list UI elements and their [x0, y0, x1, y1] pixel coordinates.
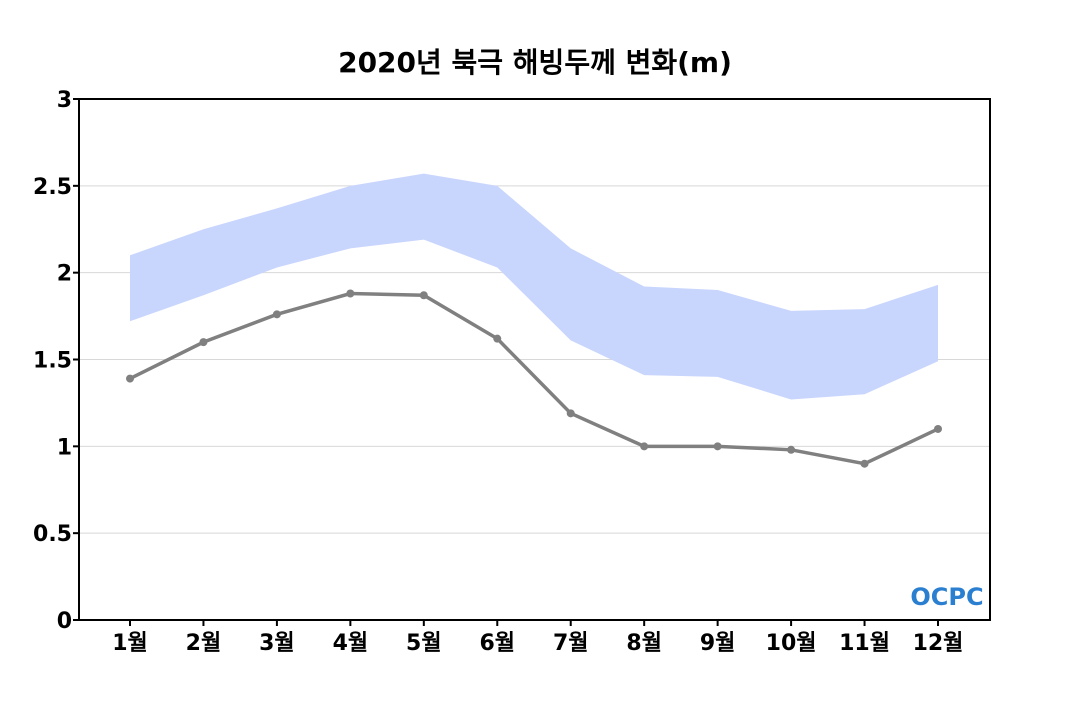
series-line — [129, 291, 939, 466]
data-point — [934, 424, 942, 433]
x-tick-label: 3월 — [259, 631, 295, 656]
x-tick-label: 10월 — [766, 631, 817, 656]
svg-text:OCPC: OCPC — [910, 583, 983, 611]
data-point — [566, 409, 575, 418]
data-point — [419, 291, 428, 300]
x-tick-label: 4월 — [333, 631, 369, 656]
ocpc-logo: OCPC — [910, 583, 983, 611]
y-tick-label: 2.5 — [33, 175, 72, 200]
data-point — [640, 442, 649, 451]
data-point — [493, 334, 502, 343]
x-tick-label: 7월 — [553, 631, 589, 656]
x-tick-label: 12월 — [913, 631, 964, 656]
y-tick-label: 1 — [57, 435, 72, 460]
x-tick-label: 1월 — [112, 631, 148, 656]
range-band — [130, 173, 938, 400]
x-tick-label: 6월 — [479, 631, 515, 656]
y-tick-label: 0.5 — [33, 522, 72, 547]
data-point — [346, 289, 355, 298]
data-point — [126, 374, 134, 383]
y-tick-label: 1.5 — [33, 349, 72, 374]
chart-title: 2020년 북극 해빙두께 변화(m) — [338, 46, 732, 79]
x-tick-label: 5월 — [406, 631, 442, 656]
x-tick-label: 11월 — [839, 631, 890, 656]
data-point — [199, 338, 208, 347]
x-tick-label: 2월 — [186, 631, 222, 656]
data-point — [787, 445, 796, 454]
y-tick-label: 2 — [57, 262, 72, 287]
y-tick-label: 0 — [57, 609, 72, 634]
y-tick-label: 3 — [57, 88, 72, 113]
data-point — [713, 442, 722, 451]
data-point — [860, 459, 869, 468]
data-point — [272, 310, 281, 319]
x-tick-label: 9월 — [700, 631, 736, 656]
x-tick-label: 8월 — [626, 631, 662, 656]
